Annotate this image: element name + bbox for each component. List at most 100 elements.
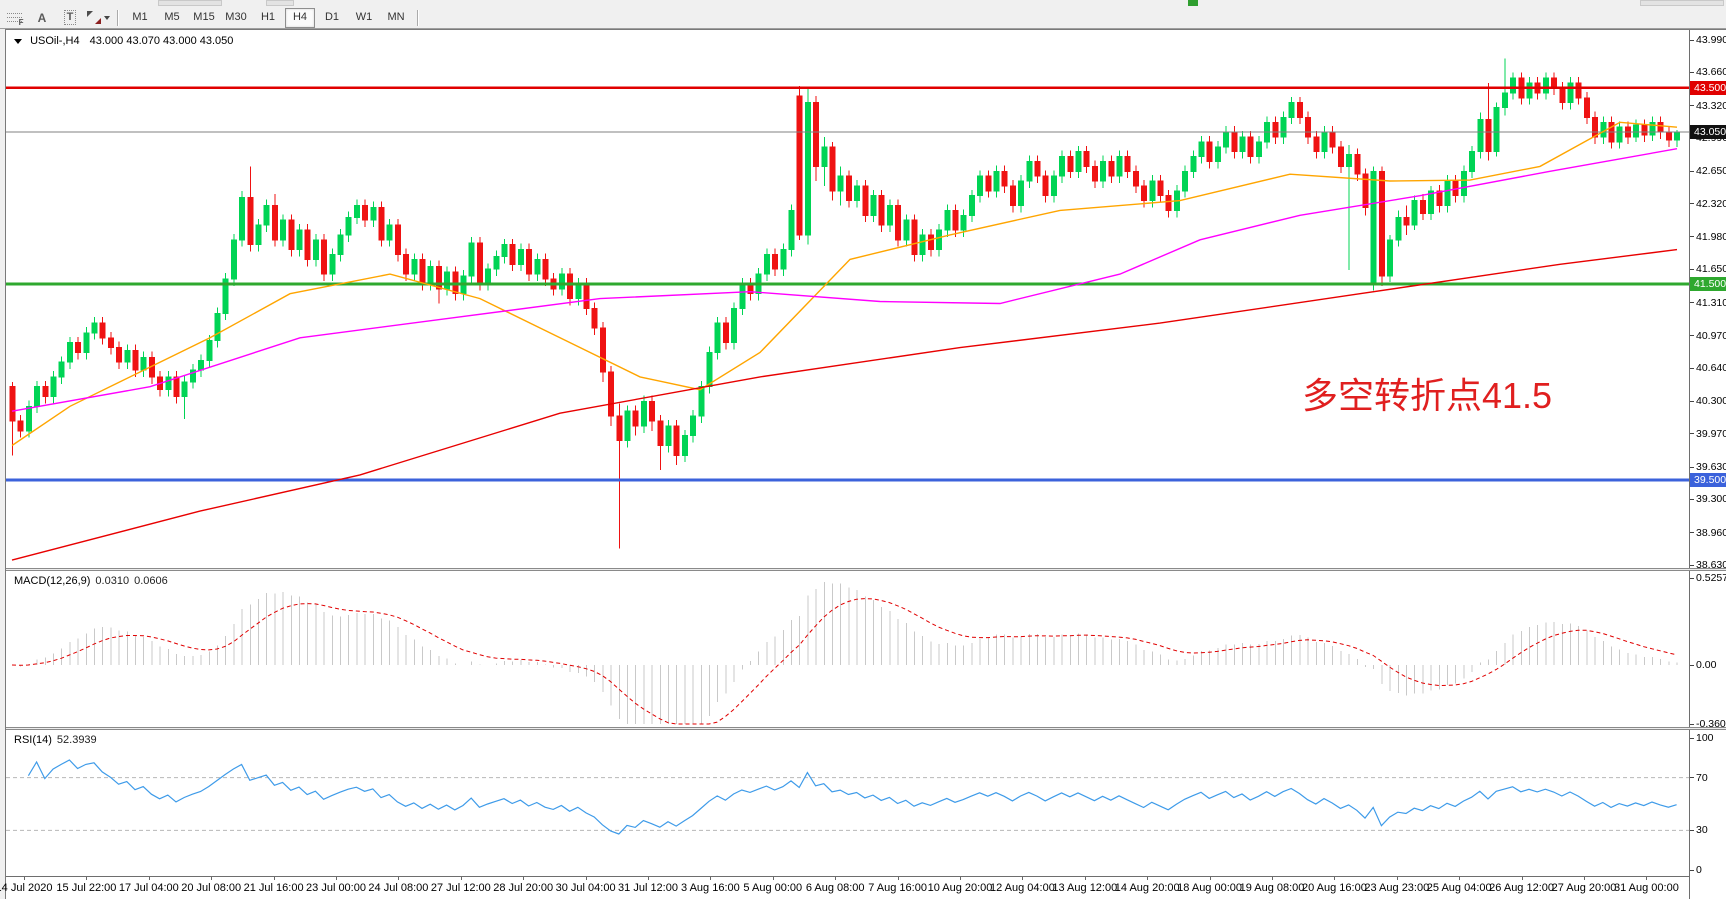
toolbar: F A T M1 M5 M15 M30 H1 H4 D1 W1 MN xyxy=(0,7,1726,29)
price-axis-label: 41.310 xyxy=(1696,296,1726,309)
rsi-axis-label: 70 xyxy=(1696,771,1708,784)
time-axis-label: 24 Jul 08:00 xyxy=(368,882,429,894)
rsi-axis-tick xyxy=(1690,777,1694,779)
time-axis-label: 21 Jul 16:00 xyxy=(243,882,304,894)
time-axis-label: 27 Jul 12:00 xyxy=(430,882,491,894)
time-axis-label: 14 Jul 2020 xyxy=(0,882,53,894)
time-axis-label: 23 Jul 00:00 xyxy=(306,882,366,894)
timeframe-button-H1[interactable]: H1 xyxy=(260,10,276,23)
time-axis-label: 13 Aug 12:00 xyxy=(1052,882,1118,894)
price-axis-tick xyxy=(1690,302,1694,303)
price-axis-tick xyxy=(1690,367,1694,369)
time-axis-tick xyxy=(648,877,649,880)
time-axis-tick xyxy=(148,877,150,880)
rsi-indicator-label: RSI(14) 52.3939 xyxy=(14,734,97,746)
macd-axis-tick xyxy=(1690,577,1694,579)
time-axis-tick xyxy=(960,877,961,880)
timeframe-button-D1[interactable]: D1 xyxy=(324,10,340,23)
price-axis-label: 38.960 xyxy=(1696,526,1726,539)
toolbar-fragment-green xyxy=(1188,0,1198,6)
time-axis-label: 28 Jul 20:00 xyxy=(493,882,554,894)
price-axis[interactable]: 43.99043.66043.32042.99042.65042.32041.9… xyxy=(1689,30,1726,899)
rsi-axis-label: 100 xyxy=(1696,732,1714,744)
chevron-down-icon xyxy=(103,15,110,20)
ma-mid-magenta xyxy=(11,148,1678,412)
chart-window[interactable]: USOil-,H4 43.000 43.070 43.000 43.050 多空… xyxy=(0,29,1726,899)
time-axis-label: 12 Aug 04:00 xyxy=(989,882,1055,894)
macd-canvas[interactable] xyxy=(6,571,1689,727)
price-axis-tick xyxy=(1690,466,1694,468)
rsi-line xyxy=(27,759,1677,835)
macd-histogram xyxy=(20,581,1678,724)
time-axis-label: 30 Jul 04:00 xyxy=(555,882,616,894)
arrows-tool-button[interactable] xyxy=(86,9,110,27)
price-axis-label: 40.970 xyxy=(1696,329,1726,342)
price-axis-tick xyxy=(1690,532,1694,534)
price-axis-label: 43.660 xyxy=(1696,66,1726,79)
price-axis-tick xyxy=(1690,203,1694,205)
panel-splitter[interactable] xyxy=(6,727,1726,730)
price-chart-canvas[interactable] xyxy=(6,30,1689,568)
timeframe-button-H4[interactable]: H4 xyxy=(285,7,315,28)
time-axis-label: 25 Aug 04:00 xyxy=(1426,882,1492,894)
time-axis-label: 27 Aug 20:00 xyxy=(1551,882,1617,894)
timeframe-button-M30[interactable]: M30 xyxy=(225,10,247,23)
price-axis-label: 41.980 xyxy=(1696,230,1726,243)
time-axis-tick xyxy=(273,877,275,880)
time-axis-tick xyxy=(1084,877,1086,880)
price-axis-tick xyxy=(1690,105,1694,107)
time-axis-tick xyxy=(1209,877,1211,880)
time-axis-tick xyxy=(585,877,587,880)
time-axis-label: 26 Aug 12:00 xyxy=(1489,882,1555,894)
rsi-axis-tick xyxy=(1690,869,1694,871)
price-axis-label: 43.320 xyxy=(1696,99,1726,112)
chart-header: USOil-,H4 43.000 43.070 43.000 43.050 xyxy=(14,35,233,47)
timeframe-button-M5[interactable]: M5 xyxy=(164,10,180,23)
price-axis-label: 41.650 xyxy=(1696,263,1726,276)
rsi-canvas[interactable] xyxy=(6,730,1689,876)
macd-axis-tick xyxy=(1690,664,1694,666)
timeframe-button-MN[interactable]: MN xyxy=(387,10,405,23)
time-axis-label: 10 Aug 20:00 xyxy=(927,882,993,894)
panel-splitter[interactable] xyxy=(6,568,1726,571)
price-axis-label: 39.970 xyxy=(1696,427,1726,440)
toolbar-separator xyxy=(417,9,419,26)
time-axis-tick xyxy=(897,877,899,880)
text-t-icon: T xyxy=(63,10,77,25)
price-axis-tick xyxy=(1690,400,1694,402)
macd-signal-line xyxy=(11,598,1677,725)
grid-f-tool-button[interactable]: F xyxy=(2,9,26,27)
horizontal-level-lines[interactable] xyxy=(6,86,1689,482)
time-axis-tick xyxy=(398,877,400,880)
price-axis-label: 39.630 xyxy=(1696,461,1726,474)
time-axis-tick xyxy=(24,877,25,880)
grid-f-icon: F xyxy=(6,12,24,27)
price-axis-tick xyxy=(1690,335,1694,337)
price-axis-tick xyxy=(1690,433,1694,435)
time-axis-tick xyxy=(1147,877,1149,880)
timeframe-button-W1[interactable]: W1 xyxy=(355,10,373,23)
time-axis-tick xyxy=(1396,877,1398,880)
macd-axis-label: 0.00 xyxy=(1696,659,1717,671)
time-axis-label: 7 Aug 16:00 xyxy=(868,882,927,894)
time-axis-label: 5 Aug 00:00 xyxy=(743,882,803,894)
label-a-icon: A xyxy=(37,10,47,25)
time-axis-tick xyxy=(523,877,525,880)
time-axis-tick xyxy=(1272,877,1273,880)
rsi-axis-label: 30 xyxy=(1696,824,1708,837)
time-axis-label: 20 Jul 08:00 xyxy=(181,882,242,894)
time-axis[interactable]: 14 Jul 2020 15 Jul 22:00 17 Jul 04:00 20 Ju… xyxy=(0,876,1689,899)
timeframe-buttons: M1 M5 M15 M30 H1 H4 D1 W1 MN xyxy=(124,7,412,28)
time-axis-tick xyxy=(1022,877,1024,880)
timeframe-button-M15[interactable]: M15 xyxy=(193,10,215,23)
price-axis-label: 39.300 xyxy=(1696,493,1726,506)
symbol-dropdown-icon[interactable] xyxy=(14,39,22,44)
text-tool-button[interactable]: T xyxy=(58,9,82,27)
price-axis-label: 40.640 xyxy=(1696,362,1726,375)
time-axis-tick xyxy=(1584,877,1585,880)
label-tool-button[interactable]: A xyxy=(30,9,54,27)
price-axis-tick xyxy=(1690,564,1694,566)
time-axis-label: 19 Aug 08:00 xyxy=(1239,882,1305,894)
timeframe-button-M1[interactable]: M1 xyxy=(132,10,148,23)
